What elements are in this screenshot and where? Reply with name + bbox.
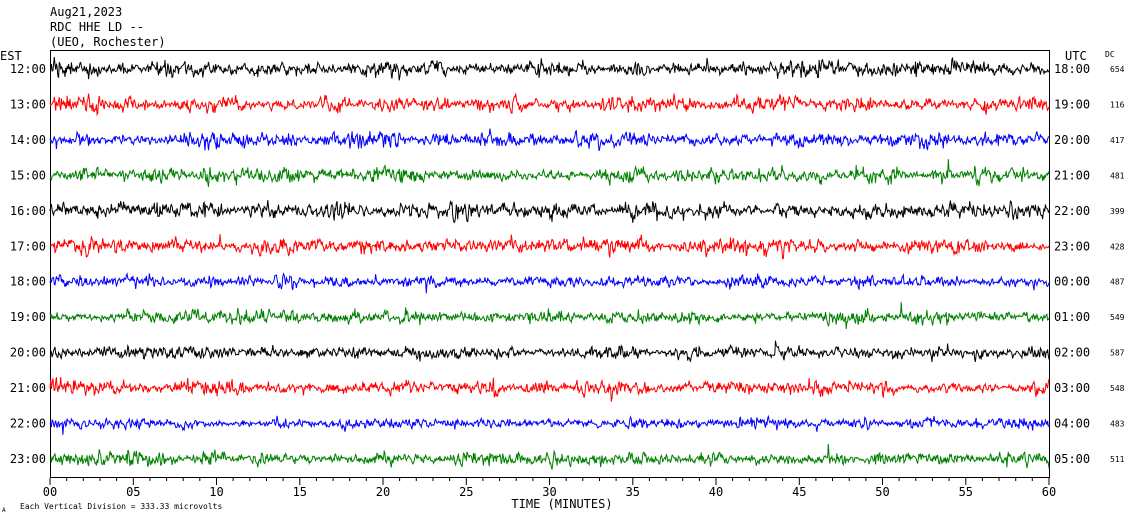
dc-value: 487 <box>1110 278 1125 287</box>
x-tick-label: 10 <box>209 485 223 499</box>
trace-row-2 <box>49 93 1050 117</box>
dc-value: 549 <box>1110 313 1125 322</box>
utc-hour-label: 20:00 <box>1054 133 1090 147</box>
utc-hour-label: 02:00 <box>1054 346 1090 360</box>
utc-hour-label: 22:00 <box>1054 204 1090 218</box>
trace-row-3 <box>49 128 1050 152</box>
x-tick-label: 15 <box>293 485 307 499</box>
dc-value: 654 <box>1110 65 1125 74</box>
trace-row-12 <box>49 443 1050 470</box>
header-date: Aug21,2023 <box>50 5 122 19</box>
x-tick-label: 60 <box>1042 485 1056 499</box>
utc-hour-label: 03:00 <box>1054 381 1090 395</box>
utc-hour-label: 23:00 <box>1054 239 1090 253</box>
est-hour-label: 14:00 <box>10 133 46 147</box>
row-label-group: 12:00 18:00 654 13:00 19:00 116 14:00 20:00 417 1… <box>10 62 1125 466</box>
footer-mark: A <box>2 507 6 514</box>
trace-row-4 <box>49 159 1050 187</box>
dc-label: DC <box>1105 50 1115 59</box>
x-tick-label: 45 <box>792 485 806 499</box>
x-tick-label: 30 <box>542 485 556 499</box>
trace-row-6 <box>49 234 1050 260</box>
footer-scale-note: Each Vertical Division = 333.33 microvol… <box>20 502 222 511</box>
utc-hour-label: 21:00 <box>1054 168 1090 182</box>
utc-hour-label: 01:00 <box>1054 310 1090 324</box>
est-hour-label: 17:00 <box>10 239 46 253</box>
x-tick-label: 35 <box>626 485 640 499</box>
utc-hour-label: 18:00 <box>1054 62 1090 76</box>
dc-value: 548 <box>1110 384 1125 393</box>
est-hour-label: 18:00 <box>10 275 46 289</box>
x-axis: 00 05 10 15 20 25 30 35 40 45 50 55 60 <box>43 478 1056 499</box>
x-tick-label: 05 <box>126 485 140 499</box>
dc-value: 428 <box>1110 242 1125 251</box>
dc-value: 511 <box>1110 455 1125 464</box>
est-zone-label: EST <box>0 49 22 63</box>
trace-group <box>49 56 1050 470</box>
x-tick-label: 55 <box>959 485 973 499</box>
utc-zone-label: UTC <box>1065 49 1087 63</box>
utc-hour-label: 19:00 <box>1054 98 1090 112</box>
x-axis-title: TIME (MINUTES) <box>511 497 612 511</box>
est-hour-label: 19:00 <box>10 310 46 324</box>
trace-row-11 <box>49 414 1050 435</box>
utc-hour-label: 00:00 <box>1054 275 1090 289</box>
plot-frame <box>50 50 1050 478</box>
x-tick-label: 40 <box>709 485 723 499</box>
header-station: (UEO, Rochester) <box>50 35 166 49</box>
trace-row-8 <box>49 302 1050 329</box>
trace-row-1 <box>49 56 1050 81</box>
utc-hour-label: 04:00 <box>1054 417 1090 431</box>
x-tick-label: 25 <box>459 485 473 499</box>
header-channel: RDC HHE LD -- <box>50 20 144 34</box>
dc-value: 417 <box>1110 136 1125 145</box>
x-tick-label: 50 <box>875 485 889 499</box>
dc-value: 587 <box>1110 349 1125 358</box>
est-hour-label: 12:00 <box>10 62 46 76</box>
dc-value: 399 <box>1110 207 1125 216</box>
est-hour-label: 15:00 <box>10 168 46 182</box>
dc-value: 483 <box>1110 420 1125 429</box>
est-hour-label: 13:00 <box>10 98 46 112</box>
est-hour-label: 22:00 <box>10 417 46 431</box>
trace-row-10 <box>49 376 1050 402</box>
est-hour-label: 16:00 <box>10 204 46 218</box>
utc-hour-label: 05:00 <box>1054 452 1090 466</box>
est-hour-label: 20:00 <box>10 346 46 360</box>
x-tick-label: 20 <box>376 485 390 499</box>
est-hour-label: 21:00 <box>10 381 46 395</box>
trace-row-7 <box>49 272 1050 294</box>
trace-row-9 <box>49 340 1050 363</box>
dc-value: 116 <box>1110 101 1125 110</box>
trace-row-5 <box>49 199 1050 224</box>
x-tick-label: 00 <box>43 485 57 499</box>
est-hour-label: 23:00 <box>10 452 46 466</box>
dc-value: 481 <box>1110 171 1125 180</box>
